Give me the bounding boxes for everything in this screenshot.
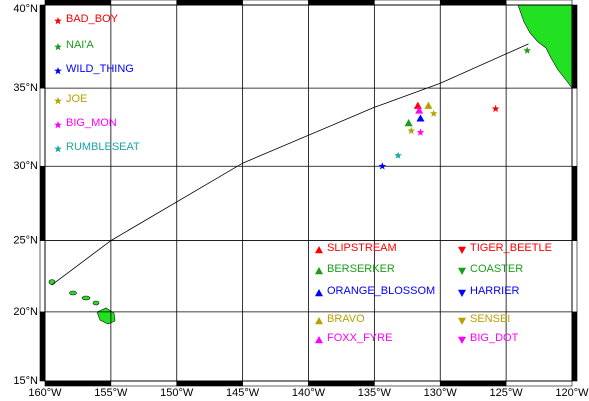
border-bar xyxy=(44,380,112,387)
legend-marker xyxy=(315,246,323,254)
border-bar xyxy=(39,311,46,382)
x-tick-label: 150°W xyxy=(160,387,194,399)
legend-marker xyxy=(54,67,62,75)
border-bar xyxy=(308,380,375,387)
island xyxy=(48,279,56,285)
boat-marker xyxy=(429,109,438,117)
legend-marker xyxy=(315,336,323,344)
legend-marker xyxy=(54,97,62,105)
legend-marker xyxy=(54,43,62,51)
boat-marker xyxy=(415,106,424,114)
x-tick-label: 160°W xyxy=(28,387,62,399)
legend-label: TIGER_BEETLE xyxy=(470,242,552,254)
border-bar xyxy=(571,87,578,167)
coastline xyxy=(517,4,573,89)
x-tick-label: 130°W xyxy=(424,387,458,399)
legend-label: BRAVO xyxy=(327,313,365,325)
border-bar xyxy=(571,4,578,89)
border-bar xyxy=(39,165,46,241)
border-bar xyxy=(571,165,578,241)
route-line xyxy=(51,43,529,286)
x-tick-label: 145°W xyxy=(226,387,260,399)
legend-label: BERSERKER xyxy=(327,263,395,275)
border-bar xyxy=(176,0,243,6)
boat-marker xyxy=(407,126,416,135)
legend-label: ORANGE_BLOSSOM xyxy=(327,285,435,297)
legend-label: SLIPSTREAM xyxy=(327,242,397,254)
island xyxy=(96,307,116,325)
boat-marker xyxy=(404,119,413,127)
legend-label: WILD_THING xyxy=(66,63,134,75)
border-bar xyxy=(110,380,178,387)
border-bar xyxy=(374,0,441,6)
border-bar xyxy=(374,380,441,387)
legend-label: BIG_MON xyxy=(66,117,117,129)
border-bar xyxy=(505,380,573,387)
island xyxy=(69,290,77,296)
legend-marker xyxy=(458,246,466,254)
border-bar xyxy=(571,311,578,382)
legend-label: NAI'A xyxy=(66,39,94,51)
legend-marker xyxy=(315,267,323,275)
border-bar xyxy=(242,380,309,387)
legend-label: COASTER xyxy=(470,263,523,275)
legend-marker xyxy=(54,121,62,129)
border-bar xyxy=(110,0,178,6)
boat-marker xyxy=(416,128,425,136)
boat-marker xyxy=(424,101,433,109)
boat-marker xyxy=(416,114,425,122)
island xyxy=(92,300,100,306)
legend-label: BIG_DOT xyxy=(470,332,519,344)
legend-label: RUMBLESEAT xyxy=(66,141,140,153)
legend-label: JOE xyxy=(66,93,87,105)
boat-marker xyxy=(413,101,422,109)
border-bar xyxy=(242,0,309,6)
legend-marker xyxy=(458,317,466,325)
boat-marker xyxy=(394,151,402,159)
border-bar xyxy=(39,4,46,89)
y-tick-label: 35°N xyxy=(13,82,38,94)
border-bar xyxy=(505,0,573,6)
border-bar xyxy=(439,380,507,387)
x-tick-label: 155°W xyxy=(94,387,128,399)
x-tick-label: 120°W xyxy=(555,387,589,399)
island xyxy=(81,295,91,301)
border-bar xyxy=(39,87,46,167)
legend-marker xyxy=(315,317,323,325)
map-frame xyxy=(44,4,573,382)
y-tick-label: 20°N xyxy=(13,306,38,318)
y-tick-label: 25°N xyxy=(13,234,38,246)
border-bar xyxy=(44,0,112,6)
y-tick-label: 15°N xyxy=(13,375,38,387)
legend-marker xyxy=(458,267,466,275)
legend-marker xyxy=(54,145,62,153)
legend-label: SENSEI xyxy=(470,313,510,325)
y-tick-label: 40°N xyxy=(13,3,38,15)
border-bar xyxy=(39,240,46,313)
legend-label: BAD_BOY xyxy=(66,13,119,25)
x-tick-label: 135°W xyxy=(358,387,392,399)
legend-marker xyxy=(458,289,466,297)
legend-marker xyxy=(315,289,323,297)
legend-marker xyxy=(54,17,62,25)
legend-label: HARRIER xyxy=(470,285,520,297)
border-bar xyxy=(571,240,578,313)
boat-marker xyxy=(378,162,387,170)
border-bar xyxy=(176,380,243,387)
x-tick-label: 125°W xyxy=(490,387,524,399)
boat-marker xyxy=(523,46,531,54)
border-bar xyxy=(439,0,507,6)
border-bar xyxy=(308,0,375,6)
y-tick-label: 30°N xyxy=(13,160,38,172)
legend-label: FOXX_FYRE xyxy=(327,332,392,344)
legend-marker xyxy=(458,336,466,344)
boat-marker xyxy=(491,104,500,113)
x-tick-label: 140°W xyxy=(292,387,326,399)
